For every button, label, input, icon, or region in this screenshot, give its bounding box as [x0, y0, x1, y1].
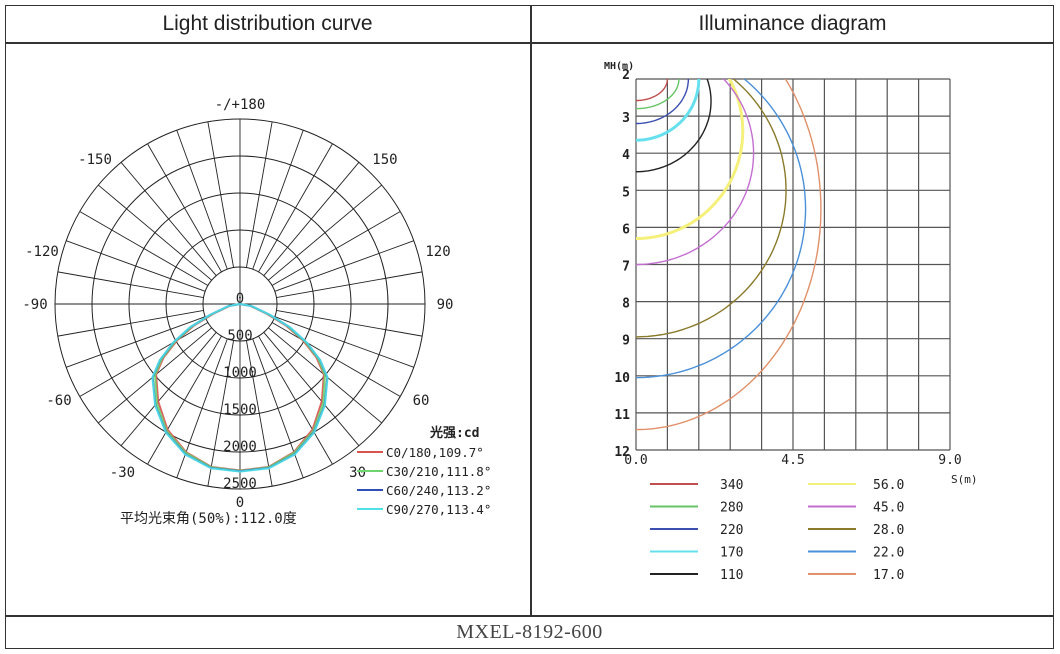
- light-distribution-title: Light distribution curve: [162, 12, 373, 35]
- isolux-curves: [636, 79, 822, 431]
- polar-spoke: [274, 240, 414, 292]
- polar-spoke: [79, 211, 209, 286]
- outer-frame: [5, 5, 1054, 649]
- angle-label: 120: [425, 244, 450, 260]
- angle-label: 150: [372, 152, 397, 168]
- angle-label: -60: [46, 393, 71, 409]
- polar-spoke: [258, 143, 333, 273]
- isolux-curve: [636, 79, 701, 142]
- legend-value: 28.0: [873, 523, 904, 538]
- angle-label: 0: [236, 495, 244, 511]
- unit-label: 光强:cd: [429, 425, 479, 441]
- legend-value: 280: [720, 501, 743, 516]
- legend-value: 45.0: [873, 501, 904, 516]
- polar-spoke: [271, 211, 401, 286]
- isolux-curve: [636, 79, 755, 266]
- angle-label: 60: [413, 393, 430, 409]
- legend-value: 17.0: [873, 568, 904, 583]
- legend-value: 56.0: [873, 478, 904, 493]
- y-tick-label: 11: [614, 408, 630, 423]
- radial-tick-label: 1500: [223, 402, 257, 418]
- y-tick-label: 5: [622, 185, 630, 200]
- polar-spoke: [276, 271, 423, 299]
- y-tick-label: 10: [614, 371, 630, 386]
- polar-spoke: [120, 332, 217, 447]
- polar-spoke: [57, 309, 204, 337]
- isolux-curve: [636, 79, 822, 431]
- y-tick-label: 9: [622, 334, 630, 349]
- isolux-curve: [636, 79, 669, 102]
- angle-label: -30: [110, 465, 135, 481]
- legend-label: C0/180,109.7°: [386, 445, 484, 460]
- polar-spoke: [274, 316, 414, 368]
- angle-label: 30: [349, 465, 366, 481]
- legend-label: C60/240,113.2°: [386, 483, 491, 498]
- y-tick-label: 3: [622, 111, 630, 126]
- polar-spoke: [258, 335, 333, 465]
- polar-spoke: [176, 130, 228, 270]
- isolux-curve: [636, 79, 807, 379]
- angle-label: -120: [25, 244, 59, 260]
- polar-spoke: [120, 161, 217, 276]
- angle-label: -/+180: [215, 97, 266, 113]
- legend-value: 170: [720, 546, 743, 561]
- illuminance-chart: 2 3 4 5 6 7 8 9 10 11 120.0 4.5 9.0 MH(m) S(m) 340 280 22…: [604, 61, 978, 583]
- polar-spoke: [245, 121, 273, 268]
- legend-label: C30/210,111.8°: [386, 464, 491, 479]
- column-divider: [530, 5, 532, 615]
- model-number: MXEL-8192-600: [456, 621, 603, 643]
- polar-spoke: [66, 316, 206, 368]
- header-divider: [5, 42, 1054, 44]
- legend-value: 22.0: [873, 546, 904, 561]
- isolux-curve: [636, 79, 680, 110]
- isolux-curve: [636, 79, 689, 125]
- isolux-curve: [636, 79, 745, 240]
- polar-series-curve: [151, 303, 329, 473]
- x-tick-label: 0.0: [624, 453, 647, 468]
- angle-label: 90: [437, 297, 454, 313]
- y-tick-label: 4: [622, 148, 630, 163]
- polar-spoke: [268, 184, 383, 281]
- x-tick-label: 4.5: [781, 453, 804, 468]
- y-tick-label: 6: [622, 222, 630, 237]
- polar-chart: -/+180 150 120 90 60 30 0 -30 -60 -90 -120 -150 0 500…: [22, 97, 491, 527]
- y-tick-label: 2: [622, 68, 630, 83]
- isolux-curve: [636, 79, 712, 173]
- legend-value: 110: [720, 568, 743, 583]
- y-tick-label: 8: [622, 297, 630, 312]
- polar-spoke: [57, 271, 204, 299]
- x-tick-label: 9.0: [938, 453, 961, 468]
- polar-spoke: [271, 322, 401, 397]
- radial-tick-label: 1000: [223, 365, 257, 381]
- polar-spoke: [147, 335, 222, 465]
- radial-tick-label: 2500: [223, 476, 257, 492]
- footer-divider: [5, 615, 1054, 617]
- polar-spoke: [207, 121, 235, 268]
- polar-spoke: [263, 161, 360, 276]
- angle-label: -150: [78, 152, 112, 168]
- angle-label: -90: [22, 297, 47, 313]
- y-axis-label: MH(m): [604, 61, 634, 72]
- polar-spoke: [147, 143, 222, 273]
- illuminance-title: Illuminance diagram: [698, 12, 887, 35]
- polar-spoke: [276, 309, 423, 337]
- y-tick-label: 7: [622, 260, 630, 275]
- polar-spoke: [245, 340, 273, 487]
- polar-spoke: [252, 130, 304, 270]
- legend-value: 220: [720, 523, 743, 538]
- polar-spoke: [79, 322, 209, 397]
- polar-spoke: [66, 240, 206, 292]
- radial-tick-label: 500: [227, 328, 252, 344]
- radial-tick-label: 2000: [223, 439, 257, 455]
- y-tick-label: 12: [614, 445, 630, 460]
- legend-value: 340: [720, 478, 743, 493]
- beam-angle-text: 平均光束角(50%):112.0度: [120, 511, 297, 527]
- radial-tick-label: 0: [236, 291, 244, 307]
- polar-spoke: [207, 340, 235, 487]
- isolux-curve: [636, 79, 787, 338]
- x-axis-label: S(m): [951, 473, 978, 486]
- legend-label: C90/270,113.4°: [386, 502, 491, 517]
- polar-spoke: [263, 332, 360, 447]
- polar-spoke: [97, 184, 212, 281]
